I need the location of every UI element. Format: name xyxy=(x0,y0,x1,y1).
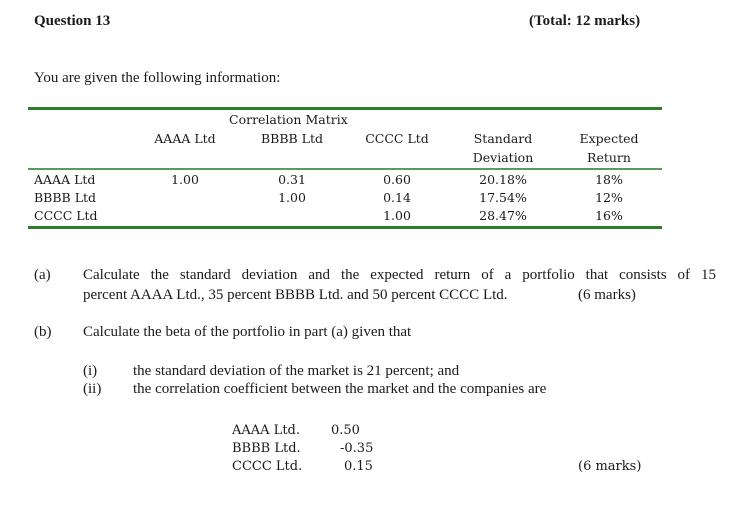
item-ii-text: the correlation coefficient between the … xyxy=(133,381,547,397)
corr-cell: 0.60 xyxy=(383,172,411,187)
col-header-std-1: Standard xyxy=(473,131,533,146)
table-bottom-rule xyxy=(28,226,662,229)
market-corr-value: 0.50 xyxy=(331,423,360,438)
row-label: BBBB Ltd xyxy=(34,190,97,205)
part-b-marks: (6 marks) xyxy=(578,459,642,474)
market-corr-value: -0.35 xyxy=(340,441,374,456)
std-cell: 20.18% xyxy=(479,172,527,187)
correlation-matrix-header: Correlation Matrix xyxy=(229,112,348,127)
table-top-rule xyxy=(28,107,662,110)
corr-cell: 1.00 xyxy=(171,172,199,187)
ret-cell: 12% xyxy=(595,190,623,205)
ret-cell: 18% xyxy=(595,172,623,187)
item-i-text: the standard deviation of the market is … xyxy=(133,363,460,379)
intro-text: You are given the following information: xyxy=(34,70,281,86)
corr-cell: 0.31 xyxy=(278,172,306,187)
market-corr-value: 0.15 xyxy=(344,459,373,474)
part-a-line2: percent AAAA Ltd., 35 percent BBBB Ltd. … xyxy=(83,287,508,303)
market-corr-company: BBBB Ltd. xyxy=(232,441,301,456)
part-a-line1: Calculate the standard deviation and the… xyxy=(83,267,716,283)
col-header-ret-1: Expected xyxy=(579,131,639,146)
market-corr-company: AAAA Ltd. xyxy=(232,423,300,438)
corr-cell: 0.14 xyxy=(383,190,411,205)
std-cell: 17.54% xyxy=(479,190,527,205)
col-header-ret-2: Return xyxy=(587,150,631,165)
col-header-bbbb: BBBB Ltd xyxy=(260,131,324,146)
part-b-text: Calculate the beta of the portfolio in p… xyxy=(83,324,412,340)
col-header-cccc: CCCC Ltd xyxy=(365,131,429,146)
row-label: AAAA Ltd xyxy=(34,172,96,187)
table-header-rule xyxy=(28,168,662,170)
ret-cell: 16% xyxy=(595,208,623,223)
corr-cell: 1.00 xyxy=(278,190,306,205)
corr-cell: 1.00 xyxy=(383,208,411,223)
question-title: Question 13 xyxy=(34,13,111,29)
col-header-std-2: Deviation xyxy=(472,150,534,165)
market-corr-company: CCCC Ltd. xyxy=(232,459,303,474)
part-b-label: (b) xyxy=(34,324,52,340)
row-label: CCCC Ltd xyxy=(34,208,98,223)
col-header-aaaa: AAAA Ltd xyxy=(154,131,216,146)
part-a-marks: (6 marks) xyxy=(578,287,636,303)
item-i-label: (i) xyxy=(83,363,98,379)
std-cell: 28.47% xyxy=(479,208,527,223)
part-a-label: (a) xyxy=(34,267,51,283)
item-ii-label: (ii) xyxy=(83,381,102,397)
total-marks: (Total: 12 marks) xyxy=(529,13,641,29)
